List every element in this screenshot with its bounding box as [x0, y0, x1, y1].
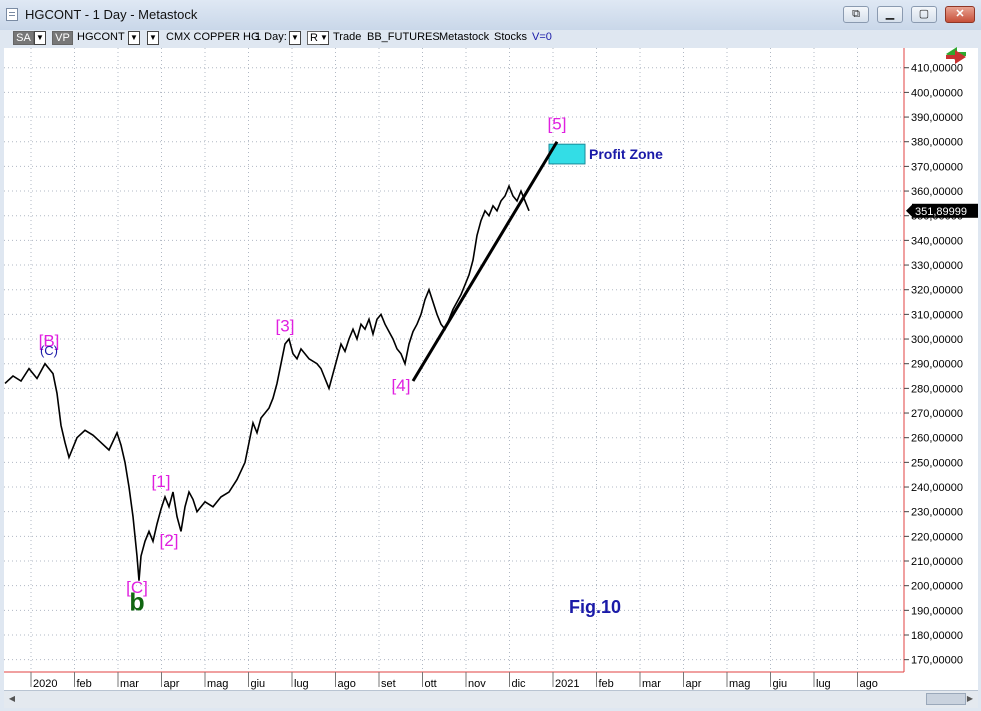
- symbol-dropdown-icon[interactable]: ▼: [128, 31, 140, 45]
- y-tick-label: 190,00000: [911, 605, 963, 617]
- chart-toolbar: SA ▼ VP HGCONT ▼ ▼ CMX COPPER HG 1 Day: …: [0, 30, 981, 47]
- y-tick-label: 210,00000: [911, 556, 963, 568]
- plot-area[interactable]: [4, 48, 904, 672]
- profit-zone-label: Profit Zone: [589, 146, 663, 162]
- y-tick-label: 230,00000: [911, 507, 963, 519]
- wave-label-C-small: (C): [40, 343, 58, 358]
- x-tick-label: apr: [164, 678, 180, 690]
- y-tick-label: 170,00000: [911, 655, 963, 667]
- x-tick-label: ago: [860, 678, 878, 690]
- y-tick-label: 320,00000: [911, 285, 963, 297]
- last-price-pointer: [906, 204, 912, 217]
- restore-chart-icon[interactable]: ⧉: [843, 6, 869, 23]
- x-tick-label: feb: [599, 678, 614, 690]
- y-tick-label: 240,00000: [911, 482, 963, 494]
- close-button[interactable]: ✕: [945, 6, 975, 23]
- scale-toggle-icon[interactable]: [946, 47, 966, 64]
- figure-label: Fig.10: [569, 597, 621, 617]
- y-tick-label: 220,00000: [911, 531, 963, 543]
- price-series-line: [4, 183, 530, 581]
- window-title: HGCONT - 1 Day - Metastock: [25, 7, 198, 22]
- stocks-label: Stocks: [494, 31, 528, 43]
- last-price-marker: 351,89999: [906, 203, 978, 218]
- last-price-label: 351,89999: [915, 206, 967, 218]
- wave-label-B: [B]: [39, 331, 60, 350]
- y-tick-label: 390,00000: [911, 112, 963, 124]
- trendline: [411, 140, 559, 382]
- y-tick-label: 400,00000: [911, 87, 963, 99]
- x-tick-label: mag: [207, 678, 228, 690]
- y-tick-label: 330,00000: [911, 260, 963, 272]
- y-tick-label: 310,00000: [911, 309, 963, 321]
- y-tick-label: 370,00000: [911, 161, 963, 173]
- y-tick-label: 200,00000: [911, 581, 963, 593]
- x-tick-label: mar: [642, 678, 661, 690]
- wave-label-1: [1]: [152, 472, 171, 491]
- x-tick-label: apr: [686, 678, 702, 690]
- volume-label: V=0: [532, 31, 552, 43]
- y-tick-label: 360,00000: [911, 186, 963, 198]
- wave-label-5: [5]: [548, 114, 567, 133]
- x-tick-label: mar: [120, 678, 139, 690]
- x-tick-label: mag: [729, 678, 750, 690]
- wave-label-3: [3]: [276, 317, 295, 336]
- sa-button[interactable]: SA: [13, 31, 34, 45]
- y-tick-label: 380,00000: [911, 137, 963, 149]
- y-tick-label: 180,00000: [911, 630, 963, 642]
- time-axis[interactable]: [4, 672, 978, 690]
- security-dropdown-icon[interactable]: ▼: [147, 31, 159, 45]
- last-price-box: [912, 203, 978, 218]
- vp-button[interactable]: VP: [52, 31, 73, 45]
- source-label: BB_FUTURES: [367, 31, 440, 43]
- wave-label-2: [2]: [160, 531, 179, 550]
- sa-dropdown-icon[interactable]: ▼: [34, 31, 46, 45]
- grid-layer: [4, 48, 904, 672]
- x-tick-label: lug: [294, 678, 309, 690]
- horizontal-scrollbar[interactable]: ◀ ▶: [4, 690, 978, 708]
- scrollbar-thumb[interactable]: [926, 693, 966, 705]
- x-tick-label: 2020: [33, 678, 57, 690]
- y-tick-label: 290,00000: [911, 359, 963, 371]
- y-tick-label: 250,00000: [911, 457, 963, 469]
- period-label: 1 Day:: [255, 31, 287, 43]
- wave-label-b: b: [129, 588, 144, 616]
- wave-label-C: [C]: [126, 578, 148, 597]
- x-tick-label: feb: [77, 678, 92, 690]
- trade-label: Trade: [333, 31, 362, 43]
- y-tick-label: 270,00000: [911, 408, 963, 420]
- scroll-right-icon[interactable]: ▶: [966, 694, 974, 703]
- maximize-button[interactable]: ▢: [911, 6, 937, 23]
- x-tick-label: ott: [425, 678, 437, 690]
- x-tick-labels: 2020 feb mar apr mag giu lug ago set ott nov dic 202…: [30, 672, 878, 690]
- y-tick-label: 340,00000: [911, 235, 963, 247]
- period-dropdown-icon[interactable]: ▼: [289, 31, 301, 45]
- minimize-button[interactable]: ▁: [877, 6, 903, 23]
- security-name-label: CMX COPPER HG: [166, 31, 260, 43]
- provider-label: Metastock: [439, 31, 490, 43]
- x-tick-label: ago: [338, 678, 356, 690]
- x-tick-label: set: [381, 678, 396, 690]
- y-tick-label: 260,00000: [911, 433, 963, 445]
- y-tick-label: 280,00000: [911, 383, 963, 395]
- r-dropdown-icon[interactable]: ▼: [320, 31, 329, 45]
- y-tick-label: 300,00000: [911, 334, 963, 346]
- x-tick-label: lug: [816, 678, 831, 690]
- x-tick-label: giu: [773, 678, 788, 690]
- x-tick-label: dic: [512, 678, 527, 690]
- scroll-left-icon[interactable]: ◀: [8, 694, 16, 703]
- wave-annotations: [B](C) [1] [2] [C]b [3] [4] [5] Profit Zone Fig.…: [39, 114, 663, 616]
- x-tick-label: nov: [468, 678, 486, 690]
- r-button[interactable]: R: [307, 31, 321, 45]
- chart-window-icon[interactable]: [6, 8, 18, 21]
- y-tick-label: 410,00000: [911, 63, 963, 75]
- wave-label-4: [4]: [392, 376, 411, 395]
- x-tick-label: giu: [251, 678, 266, 690]
- x-tick-label: 2021: [555, 678, 579, 690]
- price-axis[interactable]: [904, 48, 978, 672]
- symbol-label: HGCONT: [77, 31, 125, 43]
